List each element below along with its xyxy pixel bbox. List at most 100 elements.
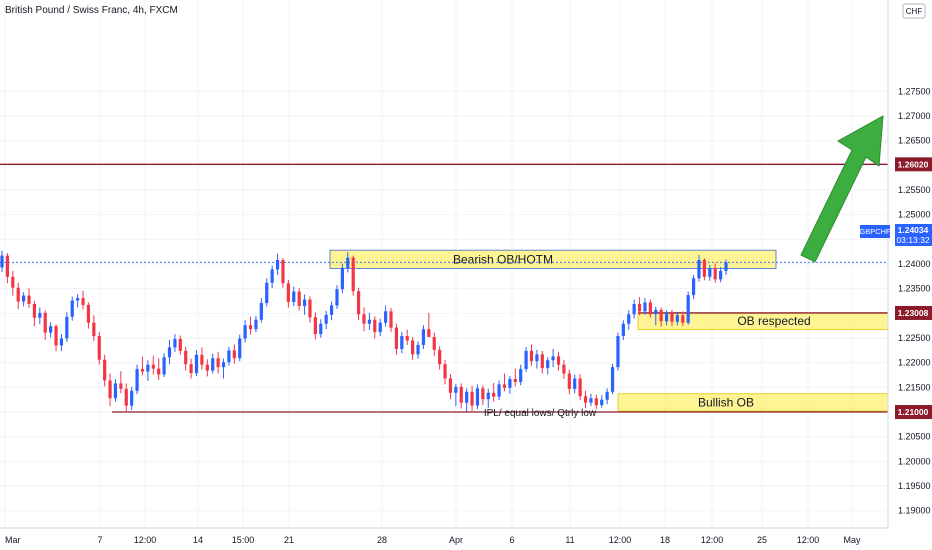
candle-body xyxy=(702,260,706,277)
candle xyxy=(546,357,550,375)
price-tick-label: 1.25000 xyxy=(898,210,931,220)
candle xyxy=(443,359,447,385)
candle-body xyxy=(340,267,344,290)
candle-body xyxy=(389,311,393,328)
candle xyxy=(616,332,620,371)
candle-body xyxy=(697,260,701,279)
candle-body xyxy=(189,364,193,374)
candle-body xyxy=(475,388,480,406)
price-tick-label: 1.23500 xyxy=(898,284,931,294)
time-tick-label: 7 xyxy=(97,535,102,545)
candle-body xyxy=(486,392,490,400)
candle-body xyxy=(438,349,442,365)
candle xyxy=(340,263,344,294)
candle-body xyxy=(643,302,647,312)
candle-body xyxy=(664,312,669,322)
candle-body xyxy=(670,312,674,322)
symbol-badge: GBPCHF xyxy=(859,225,891,238)
candle-body xyxy=(324,314,328,324)
candle xyxy=(356,287,361,321)
candle-body xyxy=(411,340,415,355)
candle-body xyxy=(459,386,463,403)
price-tick-label: 1.22000 xyxy=(898,358,931,368)
candle xyxy=(0,250,4,272)
candle xyxy=(184,346,188,371)
candle xyxy=(513,368,517,387)
candle-body xyxy=(184,350,188,365)
candle-body xyxy=(43,312,47,333)
candle xyxy=(81,290,85,310)
candle xyxy=(200,347,204,370)
candle xyxy=(16,282,20,309)
candle-body xyxy=(691,278,696,296)
candle-body xyxy=(546,360,550,369)
price-tick-label: 1.19000 xyxy=(898,506,931,516)
candle-body xyxy=(524,350,528,370)
candle xyxy=(610,363,615,395)
candle-body xyxy=(648,302,652,315)
time-tick-label: 6 xyxy=(509,535,514,545)
candle xyxy=(562,359,566,379)
candle-body xyxy=(621,323,625,337)
candle xyxy=(211,353,215,374)
candle xyxy=(378,318,382,337)
price-axis[interactable] xyxy=(887,0,932,550)
candle xyxy=(573,374,577,394)
candle xyxy=(108,373,112,407)
candle xyxy=(335,285,339,309)
candle xyxy=(637,297,642,316)
price-tick-label: 1.20500 xyxy=(898,432,931,442)
candle xyxy=(351,255,355,296)
ipl-level-badge-label: 1.21000 xyxy=(898,407,929,417)
candle xyxy=(302,294,307,315)
target-arrow xyxy=(800,115,884,263)
candle-body xyxy=(22,295,26,302)
candle-body xyxy=(167,347,172,358)
candle xyxy=(427,312,431,338)
candle-body xyxy=(265,282,269,303)
candle-body xyxy=(367,319,372,324)
candle-body xyxy=(113,383,118,399)
candle-body xyxy=(713,268,717,280)
candle xyxy=(670,309,674,327)
currency-badge[interactable]: CHF xyxy=(902,3,926,19)
candle-body xyxy=(378,322,382,333)
candle xyxy=(11,270,15,296)
candle xyxy=(713,263,717,283)
candle-body xyxy=(38,312,42,318)
candle xyxy=(621,320,625,340)
candle-body xyxy=(448,378,453,393)
candle xyxy=(664,310,669,326)
candle-body xyxy=(616,336,620,368)
candle xyxy=(405,329,409,345)
candle-body xyxy=(254,319,258,330)
candle xyxy=(194,350,199,377)
candle-body xyxy=(70,300,74,317)
candle xyxy=(27,288,31,308)
candle xyxy=(178,335,182,355)
price-tick-label: 1.21500 xyxy=(898,382,931,392)
candle-body xyxy=(654,309,658,315)
candle-body xyxy=(637,303,642,312)
candle-body xyxy=(54,326,58,346)
time-tick-label: 15:00 xyxy=(232,535,255,545)
candle-body xyxy=(200,354,204,365)
candle xyxy=(124,383,128,412)
candle-body xyxy=(157,368,161,375)
candle xyxy=(627,310,631,330)
candle xyxy=(535,349,539,369)
candle-body xyxy=(519,369,523,382)
last-price-label: 1.24034 xyxy=(898,225,929,235)
candle xyxy=(313,312,317,340)
candle xyxy=(254,315,258,333)
candle xyxy=(519,364,523,386)
candle-body xyxy=(227,350,231,363)
candle xyxy=(421,325,426,349)
candle-body xyxy=(605,391,609,400)
candle xyxy=(270,265,274,289)
time-tick-label: 12:00 xyxy=(797,535,820,545)
candle xyxy=(54,324,58,352)
candle-body xyxy=(351,257,355,292)
price-tick-label: 1.25500 xyxy=(898,185,931,195)
candle-body xyxy=(362,314,366,324)
